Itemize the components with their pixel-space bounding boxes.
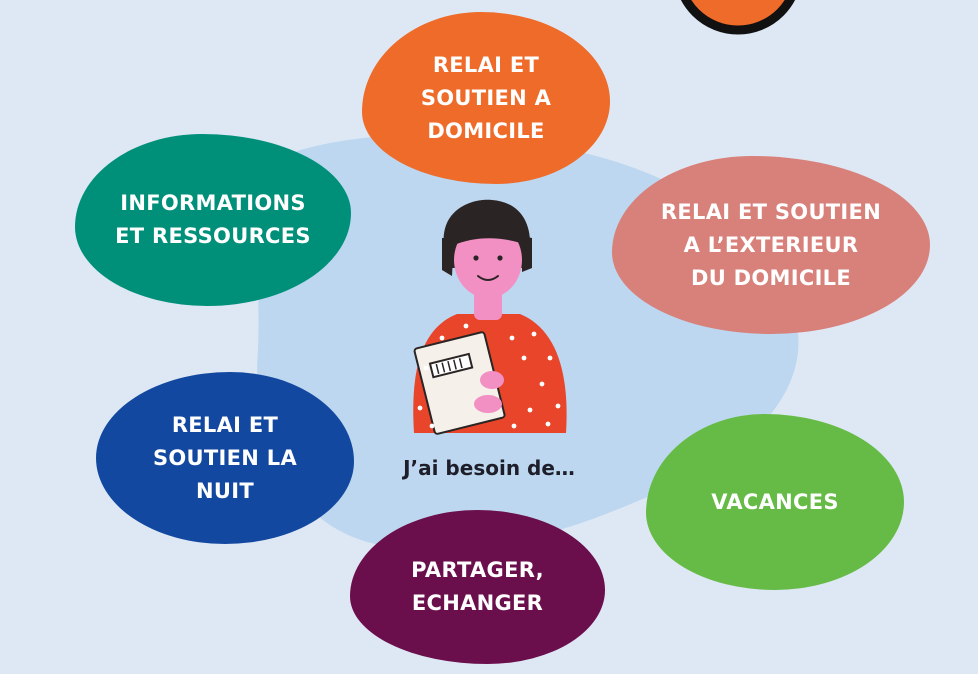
- bubble-relai-domicile-label: RELAI ET SOUTIEN A DOMICILE: [420, 52, 552, 143]
- bubble-partager-echanger-label: PARTAGER, ECHANGER: [411, 558, 544, 615]
- bubble-vacances-label: VACANCES: [711, 489, 839, 514]
- bubble-informations-ressources-label: INFORMATIONS ET RESSOURCES: [115, 191, 311, 248]
- woman-holding-papers-icon: [413, 199, 567, 435]
- bubble-relai-domicile[interactable]: RELAI ET SOUTIEN A DOMICILE: [362, 12, 610, 184]
- bubble-relai-exterieur-label: RELAI ET SOUTIEN A L’EXTERIEUR DU DOMICI…: [660, 199, 882, 290]
- bubble-vacances[interactable]: VACANCES: [646, 414, 904, 590]
- bubble-partager-echanger[interactable]: PARTAGER, ECHANGER: [350, 510, 605, 664]
- center-prompt-text: J’ai besoin de…: [403, 456, 575, 480]
- bubble-informations-ressources[interactable]: INFORMATIONS ET RESSOURCES: [75, 134, 351, 306]
- bubble-relai-exterieur[interactable]: RELAI ET SOUTIEN A L’EXTERIEUR DU DOMICI…: [612, 156, 930, 334]
- bubble-relai-nuit-label: RELAI ET SOUTIEN LA NUIT: [152, 412, 298, 503]
- bubble-relai-nuit[interactable]: RELAI ET SOUTIEN LA NUIT: [96, 372, 354, 544]
